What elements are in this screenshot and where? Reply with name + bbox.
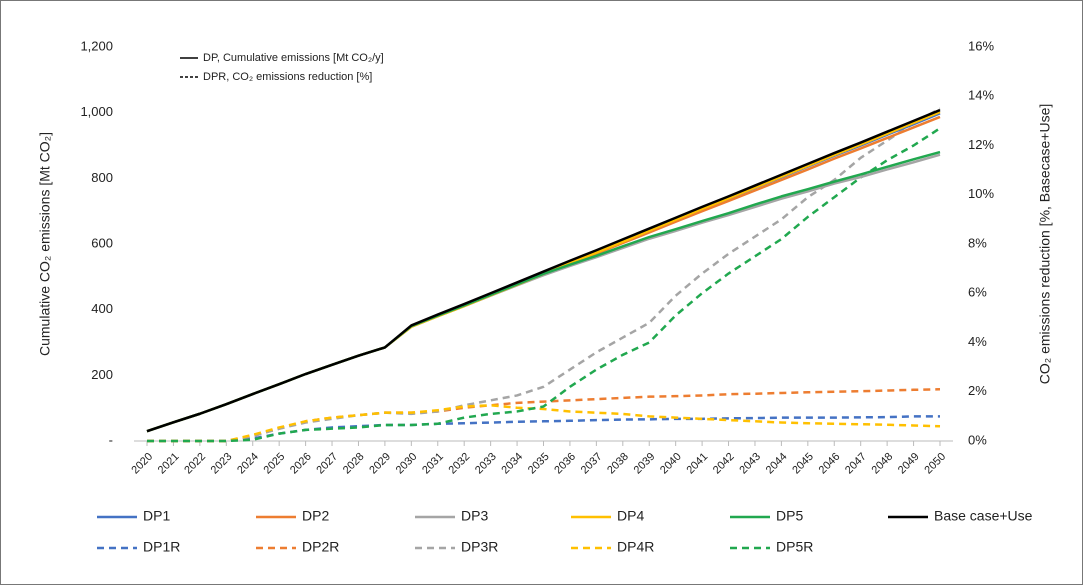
legend-label: DP5R [776, 539, 813, 555]
legend-label: DP2 [302, 508, 329, 524]
y2-tick-label: 0% [968, 432, 987, 447]
annotation: DP, Cumulative emissions [Mt CO₂/y] [203, 52, 384, 64]
y-tick-label: 1,200 [80, 38, 113, 53]
y2-tick-label: 8% [968, 235, 987, 250]
y2-axis-label: CO₂ emissions reduction [%, Basecase+Use… [1037, 104, 1053, 385]
y2-tick-label: 14% [968, 88, 994, 103]
y2-tick-label: 12% [968, 137, 994, 152]
legend-label: DP3R [461, 539, 498, 555]
y2-tick-label: 10% [968, 186, 994, 201]
y-tick-label: 600 [91, 235, 113, 250]
series-line [147, 127, 941, 443]
y-tick-label: 200 [91, 367, 113, 382]
legend-label: Base case+Use [934, 508, 1033, 524]
legend-label: DP5 [776, 508, 803, 524]
y-axis-label: Cumulative CO₂ emissions [Mt CO₂] [37, 132, 53, 356]
y-tick-label: 1,000 [80, 104, 113, 119]
y2-tick-label: 6% [968, 285, 987, 300]
y-tick-label: - [109, 432, 113, 447]
legend-label: DP2R [302, 539, 339, 555]
y2-tick-label: 16% [968, 38, 994, 53]
legend-label: DP3 [461, 508, 488, 524]
legend-label: DP1R [143, 539, 180, 555]
series-line [146, 108, 941, 433]
y2-tick-label: 2% [968, 383, 987, 398]
annotation: DPR, CO₂ emissions reduction [%] [203, 71, 372, 83]
y-tick-label: 400 [91, 301, 113, 316]
legend-label: DP1 [143, 508, 170, 524]
legend-label: DP4R [617, 539, 654, 555]
y2-tick-label: 4% [968, 334, 987, 349]
y-tick-label: 800 [91, 170, 113, 185]
series-line [147, 404, 941, 443]
legend-label: DP4 [617, 508, 644, 524]
